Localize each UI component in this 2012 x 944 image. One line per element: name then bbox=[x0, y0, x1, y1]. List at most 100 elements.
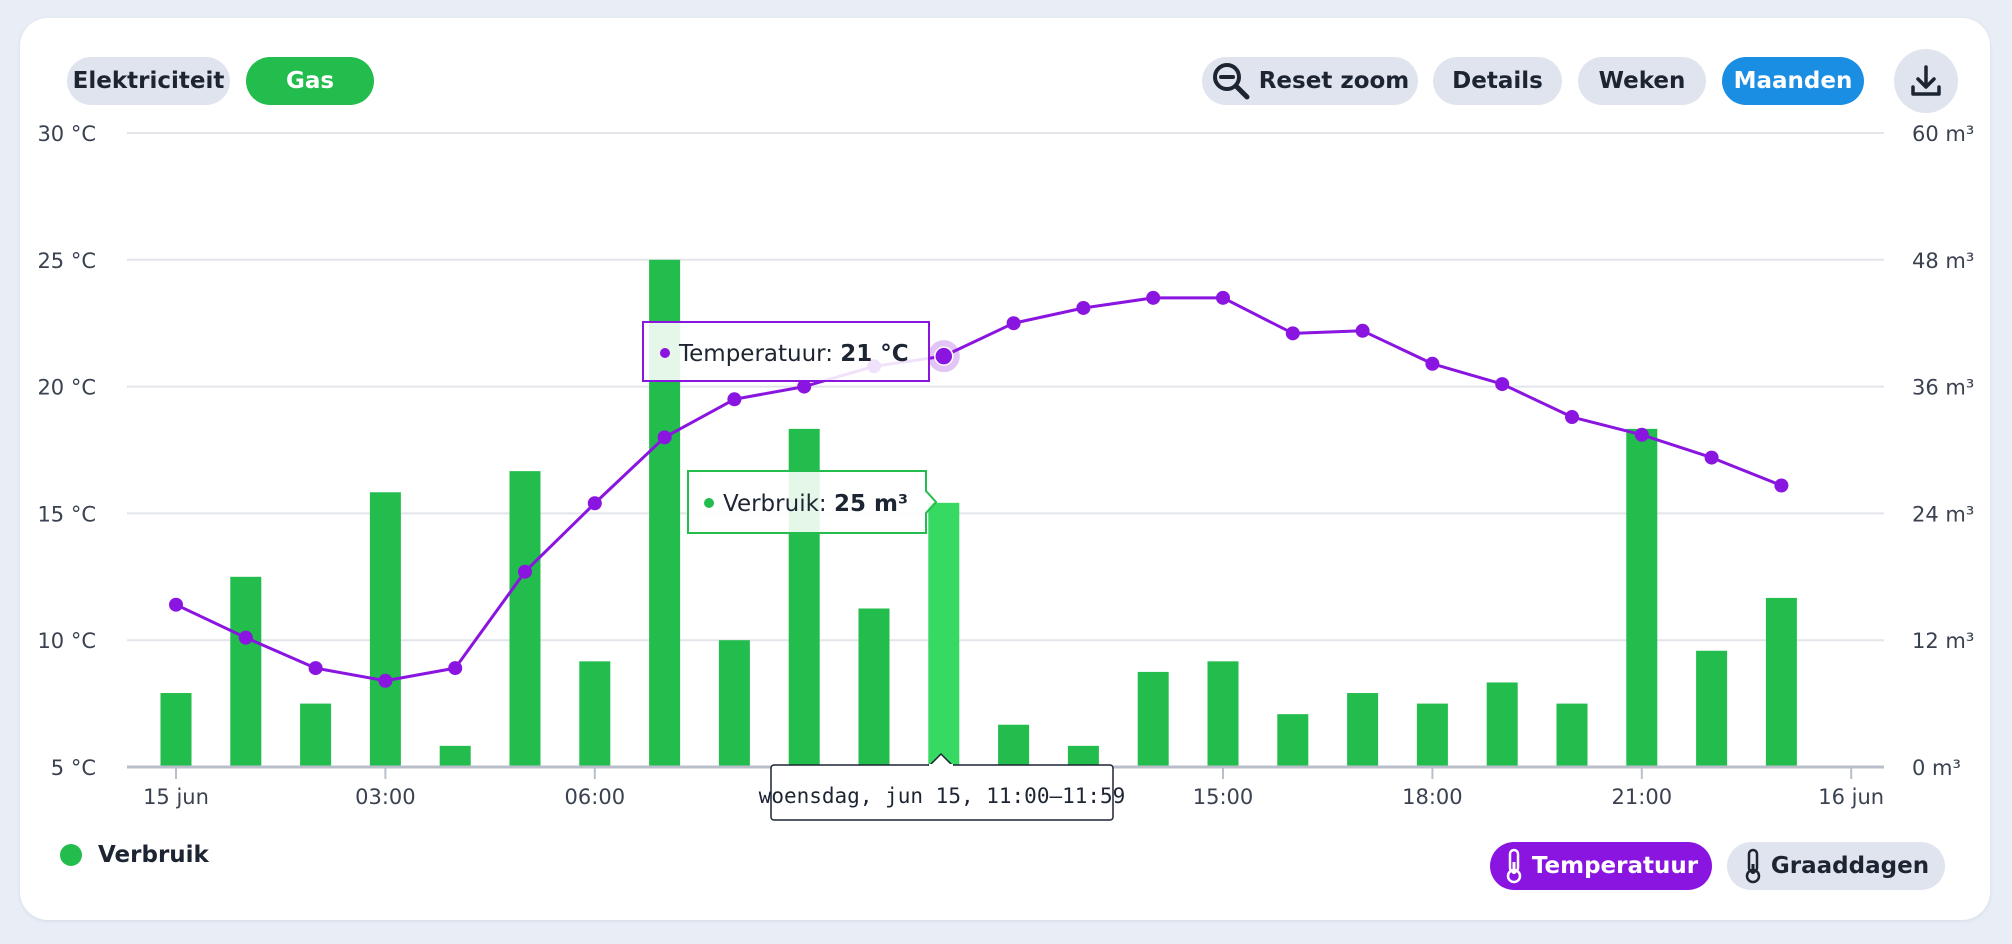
x-tick-label: 15 jun bbox=[143, 785, 209, 809]
x-tick-label: 03:00 bbox=[355, 785, 416, 809]
usage-bar bbox=[230, 576, 262, 767]
temperature-toggle-label: Temperatuur bbox=[1531, 853, 1699, 879]
usage-bar bbox=[928, 502, 960, 767]
usage-bar bbox=[1416, 703, 1448, 767]
tab-electricity-label: Elektriciteit bbox=[72, 68, 225, 94]
temperature-line bbox=[169, 290, 1789, 688]
weeks-button[interactable]: Weken bbox=[1578, 57, 1706, 105]
legend-usage[interactable]: Verbruik bbox=[60, 842, 209, 868]
temperature-point bbox=[587, 496, 602, 511]
y-right-tick-label: 60 m³ bbox=[1912, 122, 1974, 146]
details-button[interactable]: Details bbox=[1433, 57, 1562, 105]
temperature-point bbox=[1495, 377, 1510, 392]
usage-bar bbox=[1696, 650, 1728, 767]
y-left-tick-label: 30 °C bbox=[37, 122, 96, 146]
usage-bar bbox=[1067, 745, 1099, 767]
degree-days-toggle-label: Graaddagen bbox=[1770, 853, 1930, 879]
x-tick-label: 21:00 bbox=[1612, 785, 1673, 809]
temperature-point bbox=[1565, 410, 1579, 425]
details-label: Details bbox=[1452, 68, 1543, 94]
temperature-point bbox=[378, 673, 393, 688]
usage-bar bbox=[1137, 671, 1169, 767]
temperature-point bbox=[1634, 427, 1649, 442]
reset-zoom-label: Reset zoom bbox=[1258, 68, 1410, 94]
usage-bar bbox=[1765, 597, 1797, 767]
usage-bar bbox=[300, 703, 332, 767]
date-tooltip-text: woensdag, jun 15, 11:00–11:59 bbox=[759, 784, 1126, 808]
temperature-tooltip-value: 21 °C bbox=[840, 341, 908, 367]
y-right-tick-label: 12 m³ bbox=[1912, 629, 1974, 653]
temperature-point bbox=[1146, 290, 1161, 305]
grid bbox=[127, 132, 1884, 642]
temperature-tooltip-dot bbox=[660, 348, 670, 358]
y-right-tick-label: 0 m³ bbox=[1912, 756, 1961, 780]
temperature-toggle[interactable]: Temperatuur bbox=[1490, 842, 1712, 890]
x-tick-label: 06:00 bbox=[565, 785, 626, 809]
usage-bar bbox=[509, 471, 541, 767]
usage-bar bbox=[160, 693, 192, 767]
temperature-tooltip: Temperatuur: 21 °C bbox=[642, 321, 930, 382]
degree-days-toggle[interactable]: Graaddagen bbox=[1727, 842, 1945, 890]
temperature-point bbox=[1076, 300, 1091, 315]
tooltips: Verbruik: 25 m³ Temperatuur: 21 °C woens… bbox=[642, 321, 1126, 821]
usage-bar bbox=[998, 724, 1030, 767]
thermometer-icon bbox=[1504, 848, 1524, 884]
legend-usage-label: Verbruik bbox=[98, 842, 209, 868]
temperature-point bbox=[169, 597, 183, 612]
y-right-tick-label: 24 m³ bbox=[1912, 502, 1974, 526]
tab-gas-label: Gas bbox=[285, 68, 335, 94]
temperature-point bbox=[518, 564, 532, 579]
x-tick-label: 18:00 bbox=[1402, 785, 1463, 809]
tab-gas[interactable]: Gas bbox=[246, 57, 374, 105]
months-label: Maanden bbox=[1733, 68, 1853, 94]
usage-bar bbox=[369, 492, 401, 767]
temperature-point bbox=[1425, 356, 1440, 371]
usage-tooltip-label: Verbruik: bbox=[723, 491, 834, 517]
usage-bar bbox=[1626, 428, 1658, 767]
temperature-point bbox=[1704, 450, 1719, 465]
temperature-point bbox=[1285, 326, 1300, 341]
temperature-series-line bbox=[175, 296, 1782, 683]
usage-bar bbox=[858, 608, 890, 767]
svg-text:Verbruik: 25 m³: Verbruik: 25 m³ bbox=[723, 491, 908, 517]
usage-bar bbox=[1207, 661, 1239, 767]
usage-bar bbox=[1347, 693, 1379, 767]
usage-bar bbox=[1277, 714, 1309, 767]
usage-tooltip-dot bbox=[704, 498, 714, 508]
temperature-point bbox=[1355, 323, 1370, 338]
temperature-point bbox=[797, 379, 812, 394]
y-left-tick-label: 20 °C bbox=[37, 376, 96, 400]
usage-bars bbox=[160, 259, 1797, 767]
usage-bar bbox=[579, 661, 611, 767]
zoom-out-icon bbox=[1211, 61, 1251, 101]
usage-bar bbox=[1556, 703, 1588, 767]
temperature-point bbox=[1216, 290, 1230, 305]
download-button[interactable] bbox=[1894, 49, 1958, 113]
thermometer-outline-icon bbox=[1743, 848, 1763, 884]
x-tick-label: 16 jun bbox=[1818, 785, 1884, 809]
tab-electricity[interactable]: Elektriciteit bbox=[67, 57, 230, 105]
y-left-tick-label: 25 °C bbox=[37, 249, 96, 273]
x-tick-label: 15:00 bbox=[1193, 785, 1254, 809]
download-icon bbox=[1906, 61, 1946, 101]
y-left-tick-label: 10 °C bbox=[37, 629, 96, 653]
svg-text:Temperatuur: 21 °C: Temperatuur: 21 °C bbox=[678, 341, 909, 367]
temperature-point-highlight bbox=[934, 346, 954, 366]
date-tooltip: woensdag, jun 15, 11:00–11:59 bbox=[759, 752, 1126, 821]
y-right-tick-label: 36 m³ bbox=[1912, 376, 1974, 400]
temperature-point bbox=[448, 661, 463, 676]
y-right-tick-label: 48 m³ bbox=[1912, 249, 1974, 273]
temperature-point bbox=[308, 661, 323, 676]
months-button[interactable]: Maanden bbox=[1722, 57, 1864, 105]
temperature-tooltip-label: Temperatuur: bbox=[678, 341, 840, 367]
temperature-point bbox=[238, 630, 253, 645]
usage-bar bbox=[439, 745, 471, 767]
usage-tooltip: Verbruik: 25 m³ bbox=[687, 470, 938, 534]
weeks-label: Weken bbox=[1598, 68, 1686, 94]
usage-tooltip-value: 25 m³ bbox=[834, 491, 908, 517]
reset-zoom-button[interactable]: Reset zoom bbox=[1202, 57, 1418, 105]
usage-bar bbox=[718, 640, 750, 767]
temperature-point bbox=[1006, 316, 1021, 331]
y-left-tick-label: 15 °C bbox=[37, 502, 96, 526]
